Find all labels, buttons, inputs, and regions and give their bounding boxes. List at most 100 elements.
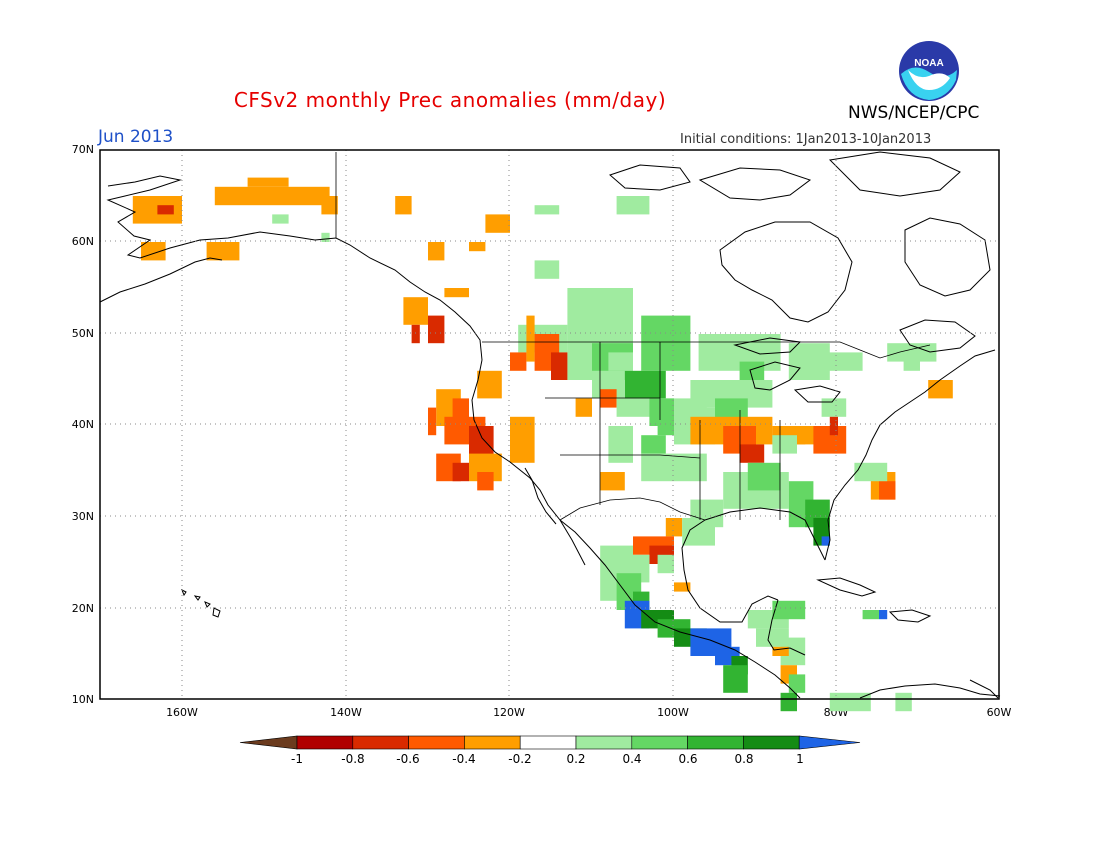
lon-label: 140W (330, 706, 362, 719)
anomaly-cell (829, 416, 838, 436)
anomaly-cell (674, 582, 691, 592)
colorbar-label: -0.4 (452, 752, 476, 766)
anomaly-cell (411, 324, 420, 344)
colorbar-swatch (631, 735, 688, 750)
lat-label: 60N (71, 235, 94, 248)
anomaly-cell (214, 186, 330, 206)
anomaly-cell (608, 426, 633, 463)
anomaly-cell (321, 196, 338, 215)
noaa-logo-text: NOAA (914, 58, 943, 69)
anomaly-cell (452, 462, 469, 482)
chart-title: CFSv2 monthly Prec anomalies (mm/day) (233, 88, 667, 112)
anomaly-cell (477, 370, 502, 399)
anomaly-cell (772, 435, 797, 454)
anomaly-cell (641, 435, 666, 454)
anomaly-cell (657, 416, 674, 436)
forecast-month: Jun 2013 (98, 127, 174, 147)
colorbar-swatch (296, 735, 354, 750)
lon-label: 100W (657, 706, 689, 719)
anomaly-cells (132, 177, 953, 712)
anomaly-cell (247, 177, 289, 187)
anomaly-cell (879, 481, 896, 500)
organization-label: NWS/NCEP/CPC (848, 103, 980, 123)
lat-label: 40N (71, 418, 94, 431)
lon-label: 160W (166, 706, 198, 719)
anomaly-cell (477, 472, 494, 491)
anomaly-cell (510, 352, 527, 371)
anomaly-cell (903, 352, 920, 371)
anomaly-cell (641, 315, 691, 371)
anomaly-cell (526, 315, 535, 362)
anomaly-cell (157, 205, 174, 215)
lat-label: 10N (71, 693, 94, 706)
lat-label: 50N (71, 327, 94, 340)
anomaly-cell (575, 398, 592, 417)
colorbar-label: 0.6 (678, 752, 698, 766)
colorbar-label: 0.4 (622, 752, 642, 766)
coastlines (99, 151, 1001, 699)
anomaly-cell (772, 600, 806, 620)
colorbar-label: -0.6 (396, 752, 420, 766)
anomaly-cell (682, 518, 715, 546)
anomaly-cell (723, 665, 748, 693)
anomaly-cell (854, 462, 888, 482)
colorbar-swatch (408, 735, 465, 750)
anomaly-cell (600, 472, 625, 491)
colorbar-label: -0.8 (341, 752, 365, 766)
anomaly-cell (534, 260, 560, 279)
colorbar (239, 735, 861, 750)
anomaly-cell (206, 242, 240, 261)
colorbar-swatch (743, 735, 800, 750)
anomaly-cell (321, 232, 330, 242)
colorbar-label: 1 (796, 752, 804, 766)
anomaly-cell (395, 196, 412, 215)
colorbar-label: 0.2 (566, 752, 586, 766)
anomaly-cell (444, 288, 469, 298)
anomaly-cell (641, 453, 707, 482)
colorbar-swatch (519, 735, 577, 750)
anomaly-cell (608, 352, 633, 371)
noaa-logo: NOAA (899, 41, 959, 101)
anomaly-cell (821, 352, 863, 371)
colorbar-swatch (464, 735, 521, 750)
anomaly-cell (657, 554, 674, 574)
colorbar-swatch (352, 735, 409, 750)
anomaly-cell (485, 214, 510, 233)
anomaly-cell (624, 370, 666, 399)
anomaly-cell (747, 462, 781, 491)
anomaly-cell (788, 674, 806, 693)
anomaly-cell (272, 214, 289, 224)
colorbar-label: -0.2 (508, 752, 532, 766)
anomaly-cell (403, 297, 428, 325)
anomaly-cell (928, 380, 953, 399)
lat-label: 70N (71, 143, 94, 156)
anomaly-cell (551, 352, 568, 380)
colorbar-max-arrow (798, 735, 861, 750)
map-frame (99, 149, 1000, 700)
colorbar-label: -1 (291, 752, 303, 766)
anomaly-cell (895, 692, 912, 712)
anomaly-cell (739, 444, 765, 463)
anomaly-cell (469, 242, 486, 252)
anomaly-cell (879, 610, 888, 620)
anomaly-cell (772, 646, 789, 656)
initial-conditions: Initial conditions: 1Jan2013-10Jan2013 (680, 132, 932, 147)
colorbar-label: 0.8 (734, 752, 754, 766)
anomaly-cell (862, 610, 879, 620)
colorbar-min-arrow (239, 735, 298, 750)
lon-label: 60W (986, 706, 1012, 719)
anomaly-cell (665, 518, 683, 537)
anomaly-cell (821, 536, 830, 546)
lat-label: 30N (71, 510, 94, 523)
colorbar-swatch (687, 735, 744, 750)
anomaly-cell (600, 389, 617, 408)
anomaly-cell (780, 692, 797, 712)
colorbar-swatch (575, 735, 633, 750)
anomaly-cell (428, 407, 437, 436)
anomaly-cell (616, 196, 650, 215)
lat-label: 20N (71, 602, 94, 615)
anomaly-cell (428, 242, 445, 261)
anomaly-cell (534, 205, 560, 215)
anomaly-cell (428, 315, 445, 344)
